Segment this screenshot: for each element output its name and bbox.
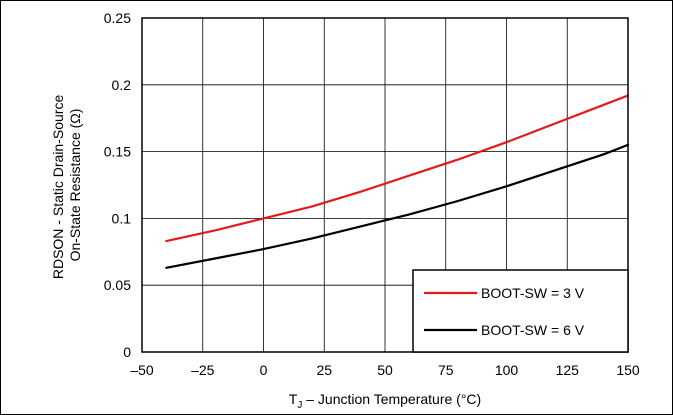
x-tick-label-8: 150 (616, 362, 640, 378)
y-axis-label: RDSON - Static Drain-Source On-State Res… (50, 91, 83, 279)
y-tick-label-3: 0.15 (104, 144, 131, 160)
legend: BOOT-SW = 3 V BOOT-SW = 6 V (412, 269, 629, 353)
legend-box (412, 269, 629, 353)
x-tick-label-4: 50 (377, 362, 393, 378)
y-tick-label-2: 0.1 (112, 210, 132, 226)
legend-label-boot-sw-6v: BOOT-SW = 6 V (481, 322, 585, 338)
x-axis-label-rest: – Junction Temperature (°C) (302, 391, 481, 407)
plot-frame (141, 17, 629, 353)
y-tick-labels: 0 0.05 0.1 0.15 0.2 0.25 (104, 10, 131, 360)
x-axis-label-main: T (289, 391, 298, 407)
x-tick-label-2: 0 (260, 362, 268, 378)
x-tick-label-6: 100 (495, 362, 519, 378)
x-axis-label: TJ – Junction Temperature (°C) (289, 391, 481, 411)
legend-label-boot-sw-3v: BOOT-SW = 3 V (481, 285, 585, 301)
y-tick-label-1: 0.05 (104, 277, 131, 293)
x-tick-label-3: 25 (316, 362, 332, 378)
x-tick-label-0: –50 (130, 362, 154, 378)
series-line-0 (165, 94, 630, 243)
y-tick-label-0: 0 (123, 344, 131, 360)
x-axis-label-subscript: J (297, 400, 302, 411)
grid (142, 18, 628, 352)
y-axis-label-line-1: RDSON - Static Drain-Source (50, 95, 66, 280)
x-tick-label-1: –25 (191, 362, 215, 378)
series-layer (165, 94, 630, 269)
x-tick-label-7: 125 (556, 362, 580, 378)
y-tick-label-5: 0.25 (104, 10, 131, 26)
y-tick-label-4: 0.2 (112, 77, 132, 93)
series-line-1 (165, 143, 630, 269)
x-tick-label-5: 75 (438, 362, 454, 378)
y-axis-label-line-2: On-State Resistance (Ω) (67, 109, 83, 262)
x-tick-labels: –50 –25 0 25 50 75 100 125 150 (130, 362, 640, 378)
